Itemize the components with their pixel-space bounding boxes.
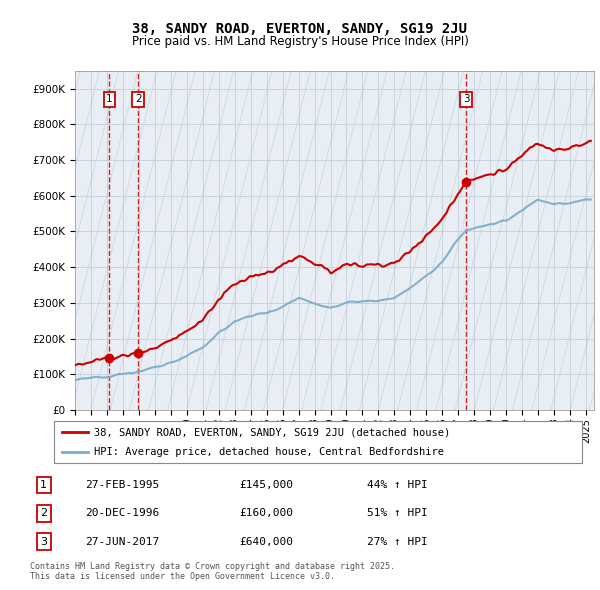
Text: 2: 2 — [40, 509, 47, 518]
Text: £160,000: £160,000 — [240, 509, 294, 518]
Text: £640,000: £640,000 — [240, 537, 294, 546]
Text: 1: 1 — [106, 94, 113, 104]
Text: 3: 3 — [40, 537, 47, 546]
Text: 38, SANDY ROAD, EVERTON, SANDY, SG19 2JU: 38, SANDY ROAD, EVERTON, SANDY, SG19 2JU — [133, 22, 467, 36]
Text: 2: 2 — [135, 94, 142, 104]
Text: 38, SANDY ROAD, EVERTON, SANDY, SG19 2JU (detached house): 38, SANDY ROAD, EVERTON, SANDY, SG19 2JU… — [94, 427, 450, 437]
Text: £145,000: £145,000 — [240, 480, 294, 490]
Text: 3: 3 — [463, 94, 469, 104]
Text: 27% ↑ HPI: 27% ↑ HPI — [367, 537, 427, 546]
Text: Price paid vs. HM Land Registry's House Price Index (HPI): Price paid vs. HM Land Registry's House … — [131, 35, 469, 48]
FancyBboxPatch shape — [54, 421, 582, 463]
Text: HPI: Average price, detached house, Central Bedfordshire: HPI: Average price, detached house, Cent… — [94, 447, 443, 457]
Text: 27-FEB-1995: 27-FEB-1995 — [85, 480, 160, 490]
Text: 44% ↑ HPI: 44% ↑ HPI — [367, 480, 427, 490]
Text: Contains HM Land Registry data © Crown copyright and database right 2025.
This d: Contains HM Land Registry data © Crown c… — [30, 562, 395, 581]
Text: 20-DEC-1996: 20-DEC-1996 — [85, 509, 160, 518]
Text: 27-JUN-2017: 27-JUN-2017 — [85, 537, 160, 546]
Text: 51% ↑ HPI: 51% ↑ HPI — [367, 509, 427, 518]
Text: 1: 1 — [40, 480, 47, 490]
